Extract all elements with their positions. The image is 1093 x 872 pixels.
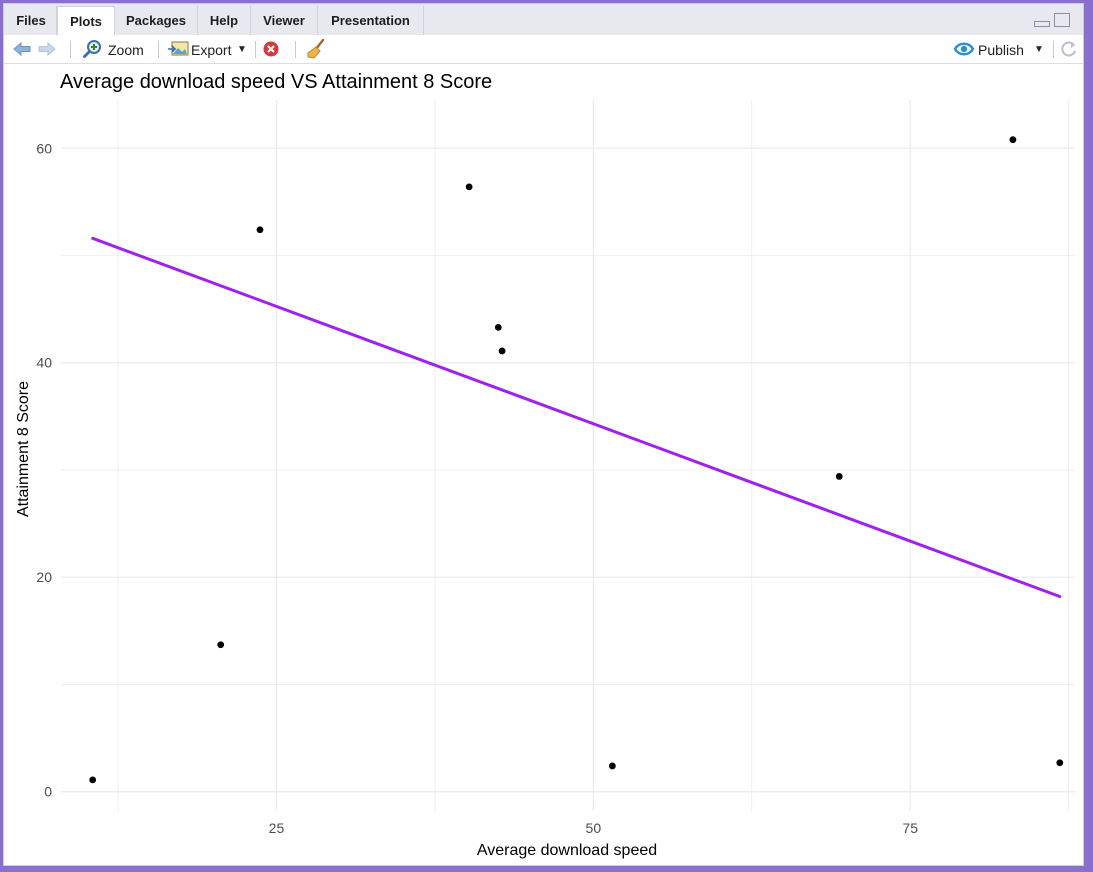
- data-point: [256, 226, 264, 234]
- export-button[interactable]: Export: [191, 42, 232, 58]
- forward-arrow-icon[interactable]: [37, 41, 57, 57]
- zoom-icon[interactable]: [82, 38, 104, 60]
- plot-grid: [61, 100, 1075, 811]
- minimize-pane-icon[interactable]: [1034, 21, 1050, 27]
- plots-toolbar: Zoom Export ▼ Publish ▼: [4, 35, 1083, 64]
- export-image-icon[interactable]: [168, 40, 190, 58]
- refresh-icon[interactable]: [1060, 40, 1078, 58]
- publish-dropdown-icon[interactable]: ▼: [1034, 44, 1044, 55]
- plot-canvas: 0 20 40 60 25 50 75 Average download speed VS…: [15, 71, 1075, 859]
- x-tick-label: 75: [902, 820, 918, 836]
- remove-plot-icon[interactable]: [262, 40, 280, 58]
- broom-icon[interactable]: [305, 38, 327, 60]
- zoom-button[interactable]: Zoom: [108, 42, 144, 58]
- x-tick-label: 25: [269, 820, 285, 836]
- tab-plots[interactable]: Plots: [57, 6, 115, 36]
- pane-tab-bar: Files Plots Packages Help Viewer Present…: [4, 4, 1083, 36]
- export-dropdown-icon[interactable]: ▼: [237, 44, 247, 55]
- y-axis-label: Attainment 8 Score: [15, 381, 32, 517]
- data-point: [89, 776, 97, 784]
- scatter-points: [89, 136, 1064, 784]
- chart-title: Average download speed VS Attainment 8 S…: [60, 71, 492, 93]
- tab-files[interactable]: Files: [6, 6, 57, 35]
- y-tick-label: 0: [44, 784, 52, 800]
- y-tick-label: 60: [36, 140, 52, 156]
- tab-packages[interactable]: Packages: [115, 6, 198, 35]
- back-arrow-icon[interactable]: [12, 41, 32, 57]
- trend-line: [91, 236, 1062, 599]
- data-point: [835, 473, 843, 480]
- data-point: [1009, 136, 1017, 144]
- x-axis-ticks: 25 50 75: [269, 820, 919, 836]
- publish-icon[interactable]: [953, 40, 975, 58]
- data-point: [608, 762, 616, 770]
- y-axis-ticks: 0 20 40 60: [36, 140, 52, 799]
- x-tick-label: 50: [586, 820, 602, 836]
- y-tick-label: 40: [36, 355, 52, 371]
- tab-help[interactable]: Help: [198, 6, 251, 35]
- data-point: [494, 323, 502, 331]
- y-tick-label: 20: [36, 569, 52, 585]
- maximize-pane-icon[interactable]: [1054, 13, 1070, 27]
- data-point: [217, 641, 225, 649]
- tab-viewer[interactable]: Viewer: [251, 6, 318, 35]
- data-point: [465, 183, 473, 191]
- data-point: [498, 347, 506, 355]
- plots-pane: Files Plots Packages Help Viewer Present…: [3, 3, 1084, 866]
- tab-presentation[interactable]: Presentation: [318, 6, 424, 35]
- regression-line: [91, 236, 1062, 599]
- publish-button[interactable]: Publish: [978, 42, 1024, 58]
- data-point: [1056, 759, 1064, 767]
- x-axis-label: Average download speed: [477, 842, 657, 859]
